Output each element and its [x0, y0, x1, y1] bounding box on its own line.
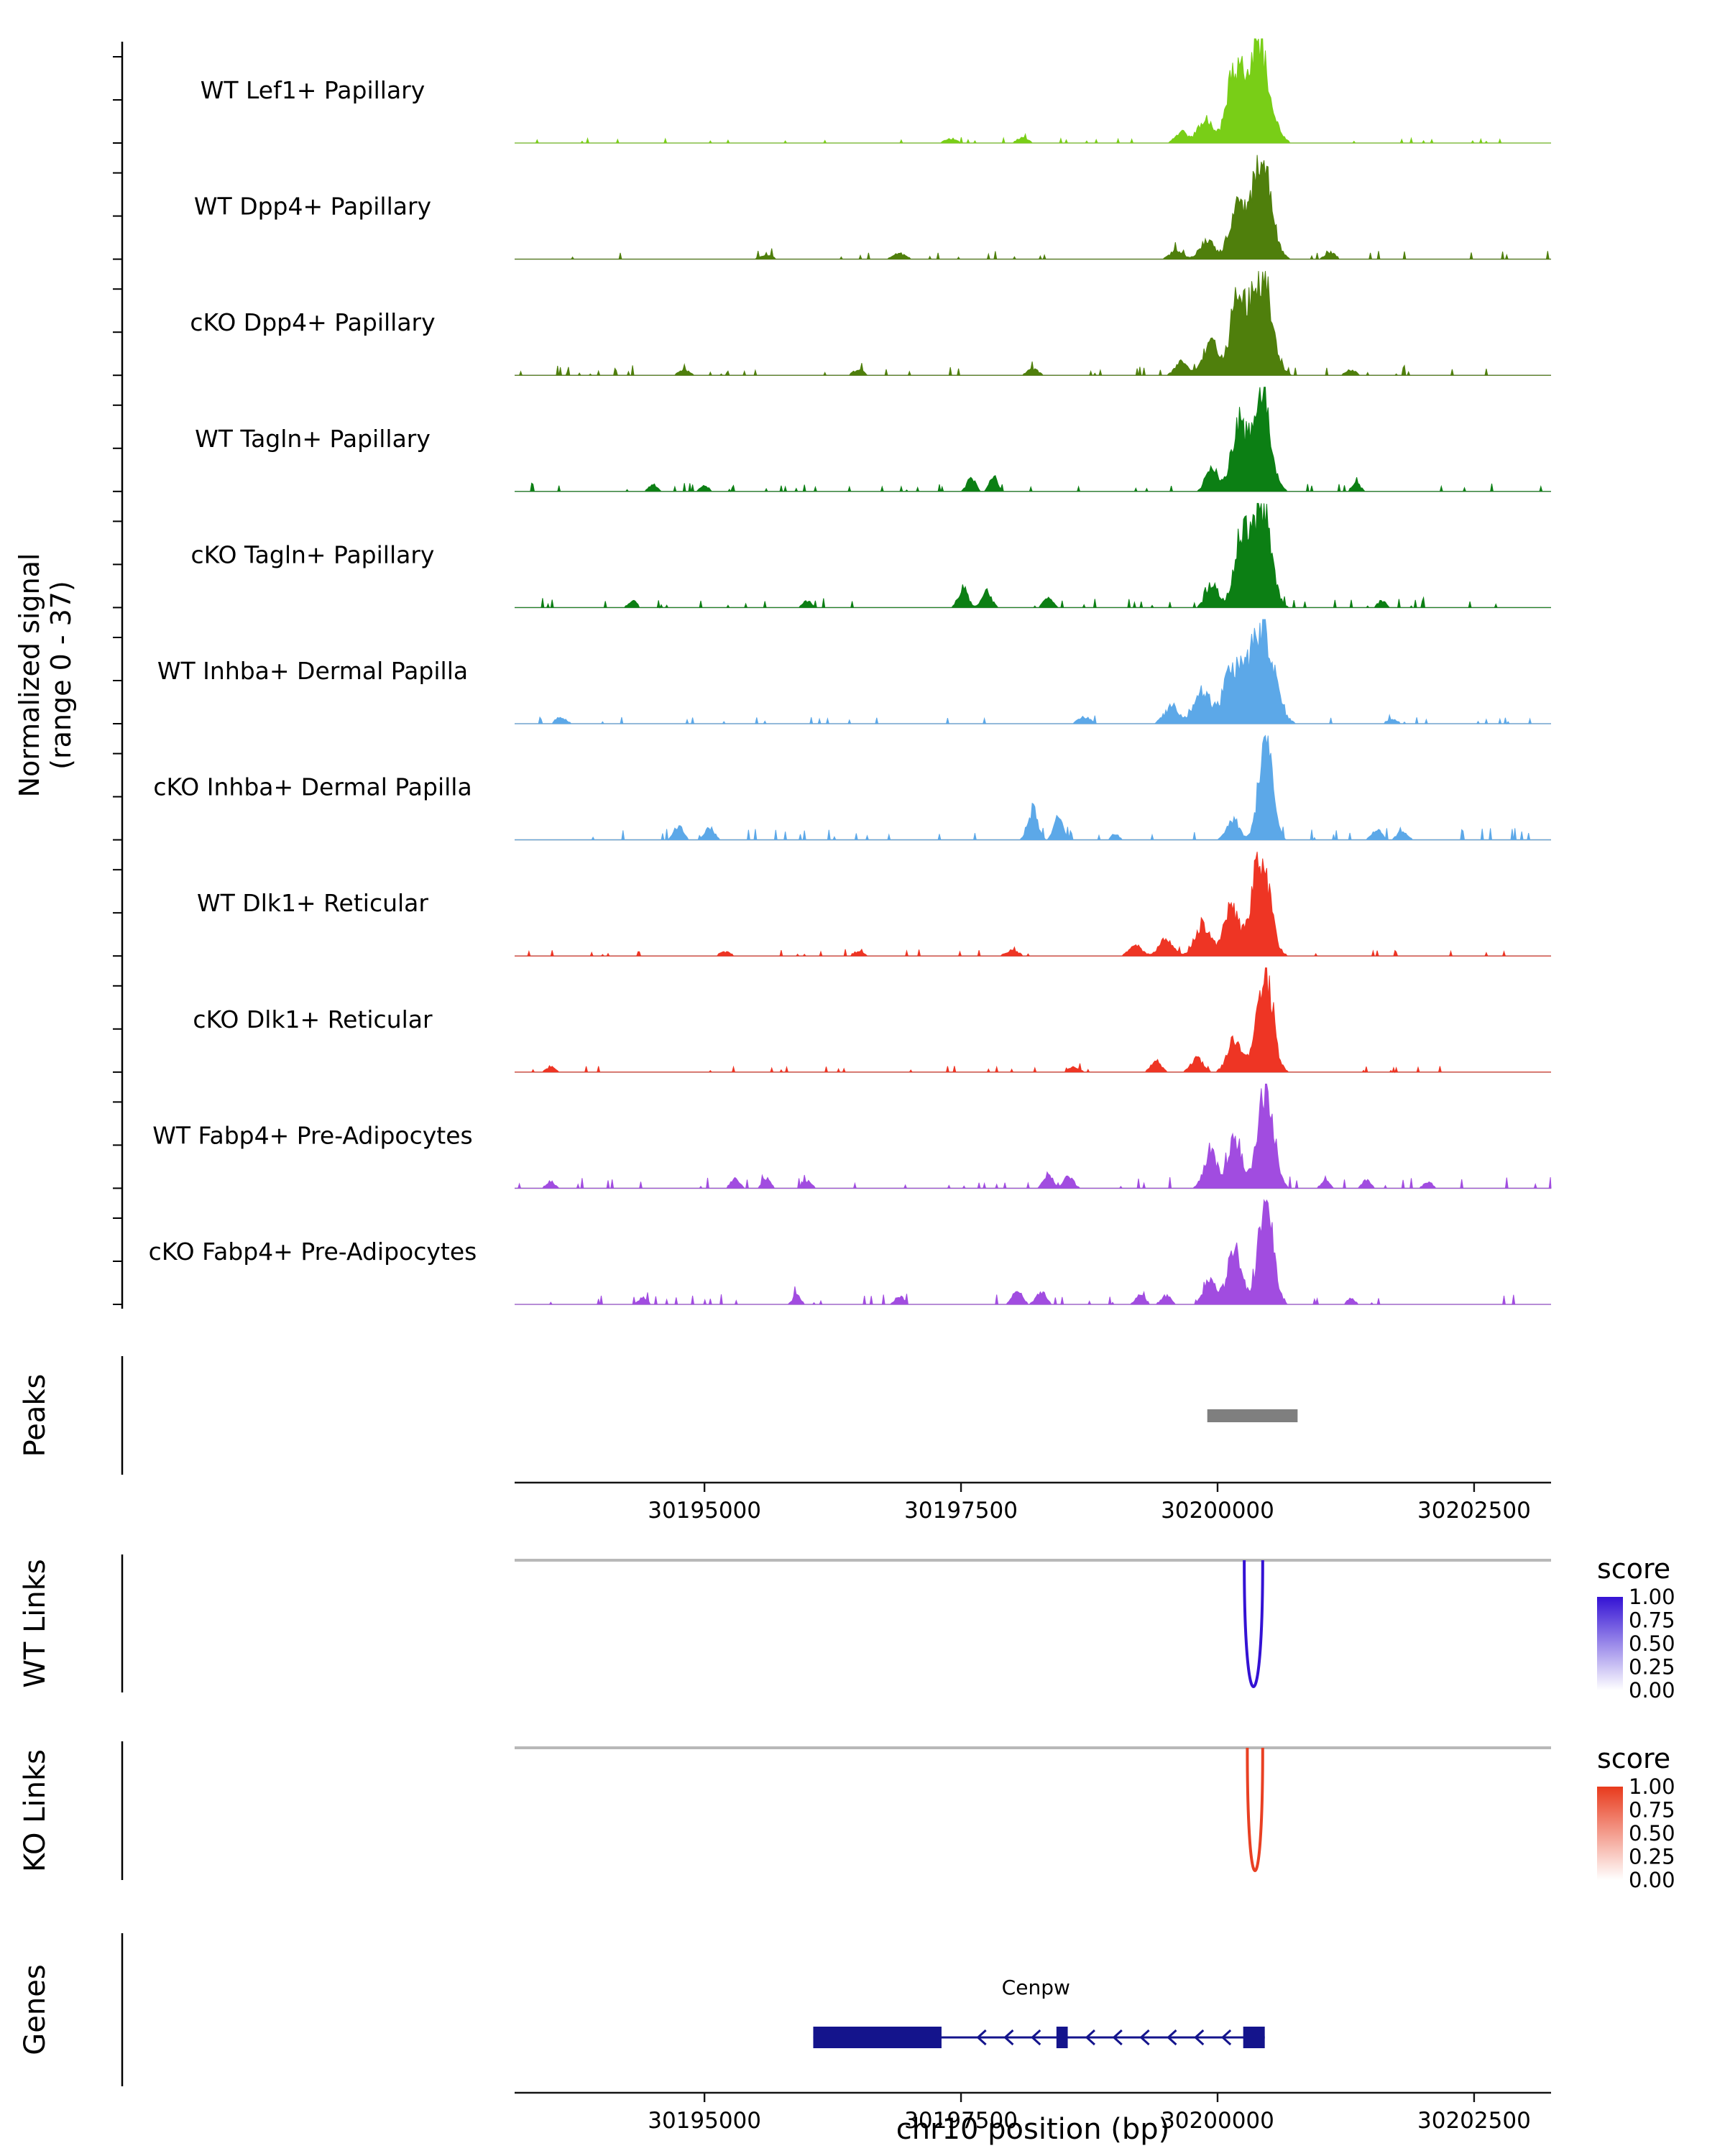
axis-title: chr10 position (bp) — [896, 2113, 1170, 2146]
genome-axis-tick-label: 30195000 — [648, 1498, 761, 1524]
score-legend-tick-label: 0.00 — [1629, 1868, 1675, 1892]
links-section-label: WT Links — [19, 1559, 52, 1687]
coverage-track — [515, 387, 1551, 492]
track-label: cKO Inhba+ Dermal Papilla — [153, 773, 472, 801]
coverage-track — [515, 619, 1551, 725]
track-label: WT Tagln+ Papillary — [195, 425, 431, 453]
genome-axis-tick-label: 30195000 — [648, 2108, 761, 2134]
signal-section-label-line2: (range 0 - 37) — [45, 581, 77, 770]
score-legend-tick-label: 0.00 — [1629, 1678, 1675, 1703]
genes-section-label: Genes — [19, 1964, 52, 2055]
genome-axis-tick-label: 30202500 — [1417, 2108, 1531, 2134]
track-label: cKO Dpp4+ Papillary — [190, 308, 435, 336]
links-section-label: KO Links — [19, 1749, 52, 1872]
gene-exon — [1243, 2027, 1265, 2048]
genome-axis-tick-label: 30200000 — [1161, 1498, 1274, 1524]
track-label: WT Lef1+ Papillary — [201, 76, 426, 104]
track-label: cKO Tagln+ Papillary — [191, 540, 435, 568]
coverage-track — [515, 967, 1551, 1074]
genome-axis-tick-label: 30197500 — [904, 2108, 1018, 2134]
track-label: cKO Fabp4+ Pre-Adipocytes — [149, 1238, 477, 1266]
strand-arrow-icon — [1220, 2029, 1232, 2046]
score-legend-title: score — [1597, 1553, 1670, 1585]
coverage-track — [515, 38, 1551, 144]
peaks-section-label: Peaks — [19, 1374, 52, 1457]
score-colorbar — [1597, 1787, 1623, 1880]
score-legend-tick-label: 1.00 — [1629, 1585, 1675, 1609]
track-label: WT Dlk1+ Reticular — [197, 889, 428, 917]
track-label: WT Dpp4+ Papillary — [194, 193, 431, 221]
gene-exon — [813, 2027, 942, 2048]
score-legend-tick-label: 0.25 — [1629, 1845, 1675, 1869]
gene-exon — [1056, 2027, 1068, 2048]
score-colorbar — [1597, 1597, 1623, 1690]
coverage-track — [515, 852, 1551, 957]
strand-arrow-icon — [1194, 2029, 1205, 2046]
coverage-track — [515, 271, 1551, 376]
genome-axis-tick-label: 30200000 — [1161, 2108, 1274, 2134]
link-arc — [1243, 1560, 1264, 1688]
score-legend-tick-label: 0.25 — [1629, 1655, 1675, 1680]
strand-arrow-icon — [1085, 2029, 1095, 2046]
score-legend-title: score — [1597, 1743, 1670, 1774]
coverage-track — [515, 1083, 1552, 1189]
signal-section-label-line1: Normalized signal — [14, 553, 45, 798]
link-arc — [1246, 1747, 1264, 1872]
coverage-track — [515, 502, 1551, 609]
genome-axis-tick-label: 30197500 — [904, 1498, 1018, 1524]
strand-arrow-icon — [1167, 2029, 1177, 2046]
strand-arrow-icon — [1031, 2029, 1041, 2046]
peak-interval — [1207, 1409, 1298, 1422]
genome-axis-tick-label: 30202500 — [1417, 1498, 1531, 1524]
score-legend-tick-label: 0.75 — [1629, 1608, 1675, 1633]
score-legend-tick-label: 0.50 — [1629, 1631, 1675, 1656]
coverage-track — [515, 1199, 1551, 1306]
strand-arrow-icon — [976, 2029, 987, 2046]
coverage-track — [515, 155, 1551, 260]
score-legend-tick-label: 0.50 — [1629, 1821, 1675, 1846]
strand-arrow-icon — [1139, 2029, 1150, 2046]
track-label: WT Inhba+ Dermal Papilla — [157, 657, 468, 685]
score-legend-tick-label: 1.00 — [1629, 1774, 1675, 1799]
gene-name-label: Cenpw — [1002, 1976, 1070, 1999]
track-label: WT Fabp4+ Pre-Adipocytes — [152, 1121, 472, 1149]
strand-arrow-icon — [1112, 2029, 1123, 2046]
score-legend-tick-label: 0.75 — [1629, 1798, 1675, 1823]
strand-arrow-icon — [1003, 2029, 1014, 2046]
track-label: cKO Dlk1+ Reticular — [193, 1005, 433, 1033]
coverage-track — [515, 734, 1551, 842]
